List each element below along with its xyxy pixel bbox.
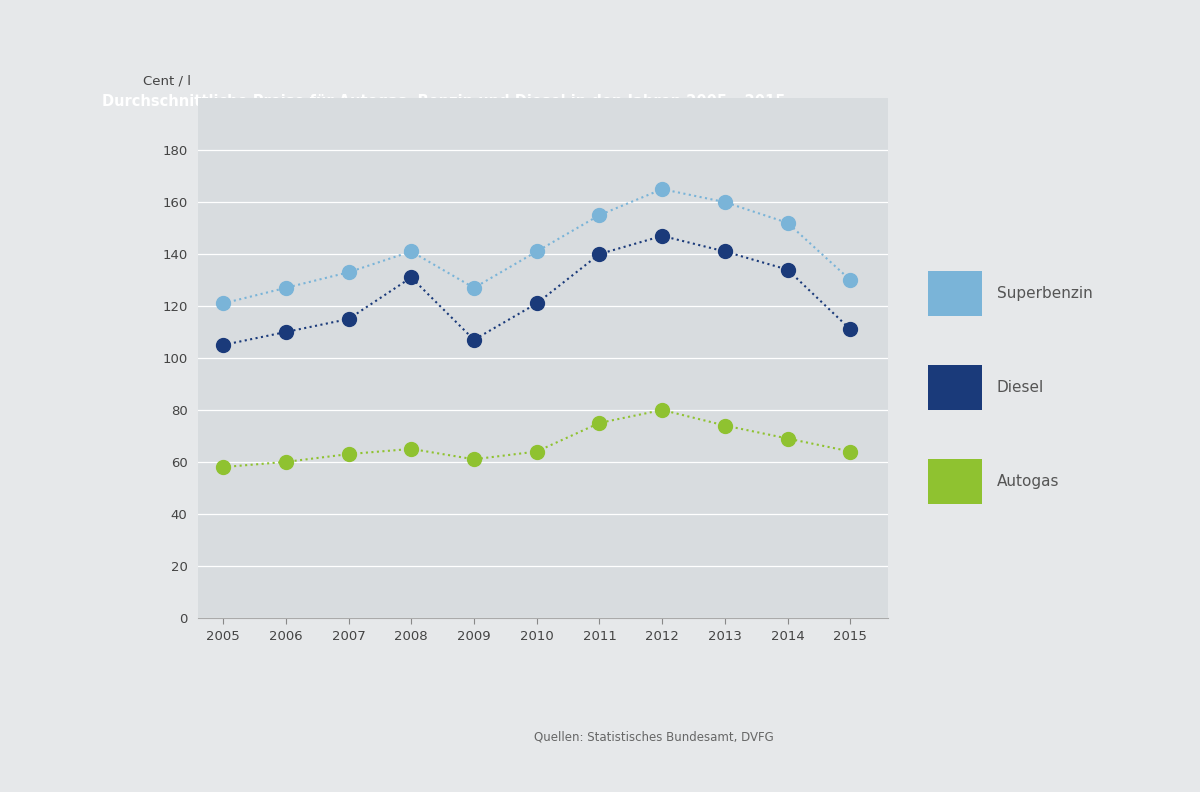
Text: Durchschnittliche Preise für Autogas, Benzin und Diesel in den Jahren 2005 – 201: Durchschnittliche Preise für Autogas, Be… bbox=[102, 94, 786, 109]
Text: Superbenzin: Superbenzin bbox=[997, 286, 1093, 301]
Text: Quellen: Statistisches Bundesamt, DVFG: Quellen: Statistisches Bundesamt, DVFG bbox=[534, 730, 774, 744]
Text: Cent / l: Cent / l bbox=[143, 74, 191, 88]
Bar bbox=[928, 459, 982, 505]
Text: Diesel: Diesel bbox=[997, 380, 1044, 395]
Text: Autogas: Autogas bbox=[997, 474, 1060, 489]
Bar bbox=[928, 364, 982, 410]
Bar bbox=[928, 271, 982, 316]
